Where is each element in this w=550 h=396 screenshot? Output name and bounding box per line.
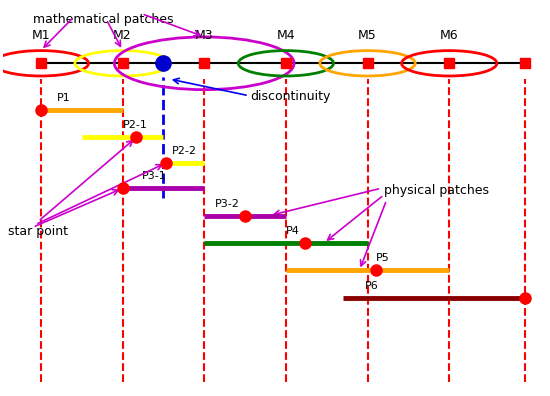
Text: physical patches: physical patches: [384, 184, 489, 197]
Text: M1: M1: [31, 29, 50, 42]
Text: P3-2: P3-2: [215, 198, 240, 209]
Text: M6: M6: [440, 29, 459, 42]
Text: star point: star point: [8, 225, 68, 238]
Text: P4: P4: [286, 226, 300, 236]
Text: M5: M5: [358, 29, 377, 42]
Text: M2: M2: [113, 29, 132, 42]
Text: M4: M4: [277, 29, 295, 42]
Text: mathematical patches: mathematical patches: [32, 13, 173, 25]
Text: P3-1: P3-1: [141, 171, 166, 181]
Text: P2-1: P2-1: [123, 120, 147, 130]
Text: M3: M3: [195, 29, 213, 42]
Text: discontinuity: discontinuity: [250, 90, 331, 103]
Text: P2-2: P2-2: [172, 146, 196, 156]
Text: P5: P5: [376, 253, 389, 263]
Text: P1: P1: [57, 93, 71, 103]
Text: P6: P6: [365, 280, 378, 291]
